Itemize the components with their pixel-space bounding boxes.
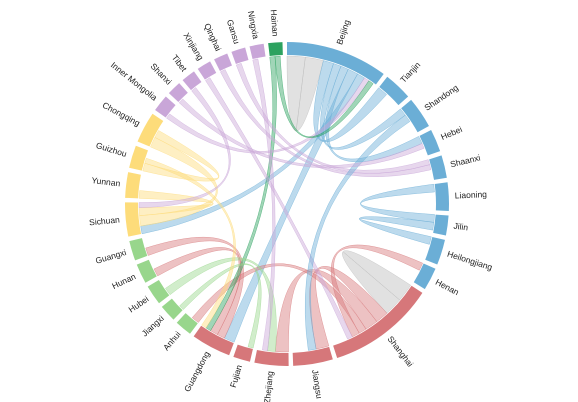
node-label: Ningxia	[246, 10, 261, 40]
arcs	[125, 42, 449, 366]
arc	[379, 76, 409, 106]
node-label: Shandong	[422, 82, 460, 112]
ribbon	[166, 77, 370, 154]
ribbon	[142, 130, 220, 182]
arc	[249, 43, 266, 60]
node-label: Sichuan	[89, 214, 121, 227]
ribbon	[178, 98, 425, 169]
arc	[233, 344, 253, 362]
arc	[231, 47, 249, 65]
arc	[125, 172, 141, 199]
arc	[429, 155, 447, 180]
arc	[425, 236, 445, 265]
node-label: Qinghai	[202, 22, 223, 53]
node-label: Shanxi	[149, 61, 174, 87]
arc	[129, 145, 148, 171]
arc	[268, 42, 283, 57]
arc	[292, 346, 333, 366]
node-label: Henan	[434, 277, 461, 298]
arc	[155, 96, 176, 118]
node-label: Jiangsu	[310, 369, 325, 400]
ribbon	[220, 69, 432, 177]
node-label: Shanghai	[386, 334, 416, 369]
node-label: Jiangxi	[140, 313, 166, 338]
arc	[433, 214, 449, 236]
node-label: Zhejiang	[262, 370, 275, 402]
arc	[137, 113, 164, 147]
arc	[168, 83, 188, 103]
node-label: Liaoning	[455, 189, 488, 200]
arc	[197, 61, 217, 80]
ribbon	[235, 62, 430, 174]
arc	[401, 99, 429, 133]
ribbon	[179, 263, 262, 349]
arc	[333, 285, 423, 359]
ribbon	[165, 257, 277, 352]
arc	[214, 53, 232, 71]
ribbon	[286, 55, 324, 132]
ribbon	[330, 244, 423, 338]
node-label: Chongqing	[101, 100, 142, 128]
node-label: Guangdong	[182, 349, 212, 393]
node-label: Beijing	[334, 18, 352, 46]
node-label: Tibet	[170, 53, 190, 74]
node-label: Shaanxi	[449, 152, 481, 169]
ribbons	[138, 55, 435, 353]
node-label: Hainan	[269, 9, 281, 37]
ribbon	[205, 56, 277, 332]
ribbon	[138, 190, 214, 216]
ribbon	[360, 183, 435, 223]
arc	[129, 238, 148, 261]
node-label: Tianjin	[398, 60, 422, 85]
node-label: Jilin	[453, 221, 469, 233]
node-label: Anhui	[161, 329, 183, 352]
ribbon	[224, 68, 358, 343]
arc	[147, 280, 170, 304]
arc	[434, 182, 449, 211]
node-label: Hebei	[439, 124, 463, 142]
node-label: Guizhou	[95, 140, 128, 159]
arc	[125, 202, 142, 237]
arc	[193, 325, 234, 356]
arc	[413, 263, 436, 290]
ribbon	[144, 157, 236, 329]
arc	[176, 313, 198, 334]
ribbon	[252, 58, 276, 351]
node-label: Guangxi	[94, 247, 127, 266]
ribbon	[138, 87, 231, 209]
ribbon	[274, 55, 374, 138]
arc	[161, 298, 183, 320]
ribbon	[342, 250, 412, 314]
arc	[136, 259, 157, 283]
node-label: Hunan	[110, 271, 137, 291]
ribbon	[325, 65, 423, 163]
arc	[182, 71, 202, 91]
arc	[419, 129, 441, 156]
ribbon	[304, 114, 411, 351]
node-label: Fujian	[228, 363, 244, 388]
arc	[287, 42, 384, 85]
node-label: Heilongjiang	[446, 249, 494, 273]
node-label: Hubei	[127, 294, 151, 315]
ribbon	[359, 216, 435, 245]
arc	[254, 349, 289, 366]
ribbon	[205, 77, 353, 340]
node-label: Xinjiang	[182, 31, 206, 62]
node-label: Yunnan	[91, 175, 121, 188]
node-label: Gansu	[225, 18, 242, 45]
